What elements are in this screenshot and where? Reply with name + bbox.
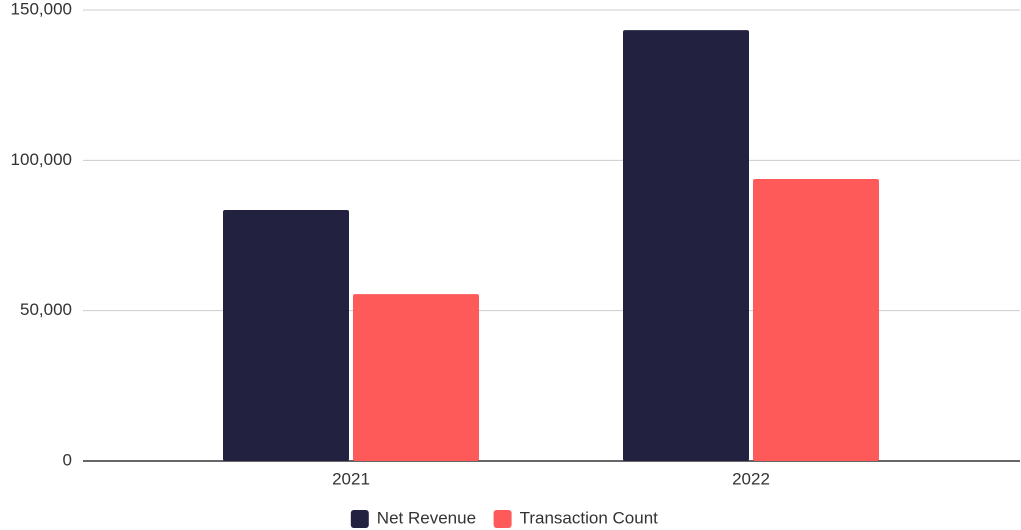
y-tick-label: 150,000	[11, 0, 72, 18]
bar	[753, 178, 879, 461]
y-tick-label: 100,000	[11, 150, 72, 169]
bar	[353, 294, 479, 461]
legend-label: Transaction Count	[520, 508, 659, 527]
bar	[623, 30, 749, 462]
x-tick-label: 2021	[332, 469, 370, 488]
legend-label: Net Revenue	[377, 508, 476, 527]
y-tick-label: 0	[63, 450, 72, 469]
y-tick-label: 50,000	[20, 300, 72, 319]
bar	[223, 209, 349, 461]
legend-swatch	[350, 510, 369, 528]
x-tick-label: 2022	[732, 469, 770, 488]
legend-swatch	[493, 510, 512, 528]
